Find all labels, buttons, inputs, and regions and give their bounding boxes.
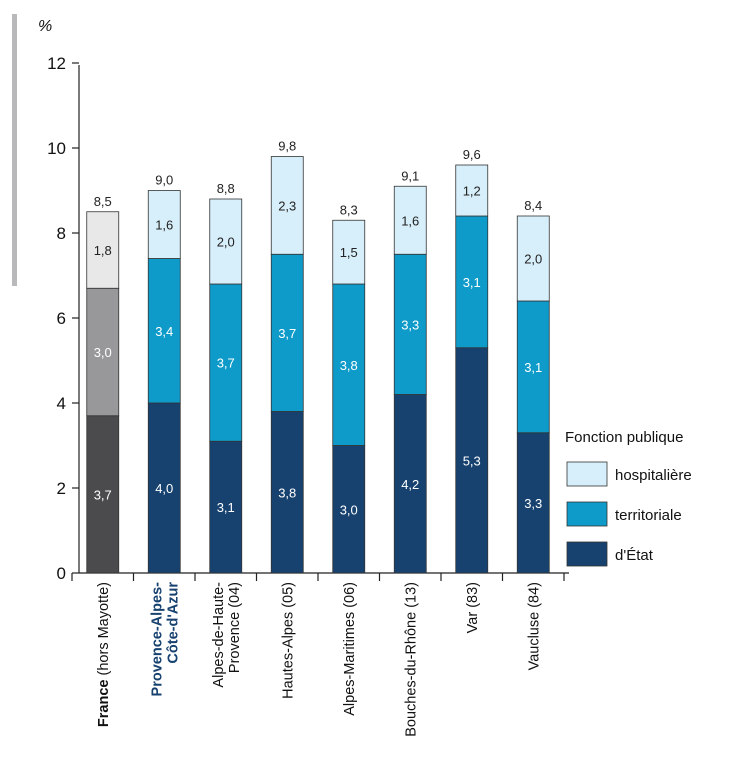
bar-value-label: 3,0 [340,502,358,517]
category-label: Bouches-du-Rhône (13) [403,582,419,737]
bar-segment-territoriale [393,253,427,395]
category-label-line2: Côte-d'Azur [165,582,181,664]
bar-total-label: 8,5 [94,194,112,209]
bar-total-label: 8,3 [340,202,358,217]
y-tick-label: 6 [57,309,66,328]
bar-segment-etat [209,440,243,574]
bar-segment-etat [455,347,489,574]
bar-segment-territoriale [209,283,243,442]
bar-value-label: 3,7 [217,356,235,371]
bar-value-label: 4,0 [155,481,173,496]
bar-value-label: 3,1 [524,360,542,375]
bar-total-label: 9,0 [155,173,173,188]
bar-segment-hospitaliere [516,215,550,302]
bar-segment-hospitaliere [270,156,304,255]
category-label-line2: Provence (04) [227,582,243,673]
bar-value-label: 2,0 [217,235,235,250]
bar-value-label: 5,3 [463,453,481,468]
y-tick-label: 2 [57,479,66,498]
bar-segment-hospitaliere [332,219,366,285]
decorative-side-bar [12,14,17,286]
category-label: Hautes-Alpes (05) [280,582,296,699]
y-axis-unit-label: % [38,18,52,35]
category-label: Alpes-de-Haute-Provence (04) [211,582,243,688]
category-label-suffix: (hors Mayotte) [96,582,112,680]
bar-total-label: 9,6 [463,147,481,162]
y-tick-label: 12 [47,54,66,73]
bar-total-label: 8,8 [217,181,235,196]
bar-value-label: 2,3 [278,198,296,213]
category-label: Alpes-Maritimes (06) [342,582,358,716]
legend-swatch-hospitaliere [566,461,608,487]
bar-value-label: 1,2 [463,184,481,199]
bar-segment-hospitaliere [147,190,181,259]
bar-total-label: 8,4 [524,198,542,213]
bar-segment-etat [86,415,120,574]
bar-value-label: 2,0 [524,252,542,267]
bar-segment-hospitaliere [209,198,243,285]
bar-segment-territoriale [147,258,181,404]
legend-label-territoriale: territoriale [615,507,682,524]
category-label: Vaucluse (84) [526,582,542,670]
y-tick-label: 8 [57,224,66,243]
legend-label-etat: d'État [615,547,654,564]
bar-segment-etat [332,445,366,574]
bar-total-label: 9,8 [278,139,296,154]
bar-segment-hospitaliere [455,164,489,217]
bar-value-label: 3,0 [94,345,112,360]
bar-value-label: 1,6 [155,218,173,233]
category-label-line1: Provence-Alpes- [149,582,165,697]
y-tick-label: 10 [47,139,66,158]
legend-label-hospitaliere: hospitalière [615,467,692,484]
bar-segment-hospitaliere [393,185,427,255]
bar-value-label: 4,2 [401,477,419,492]
bar-value-label: 3,8 [278,485,296,500]
category-label: Provence-Alpes-Côte-d'Azur [149,582,181,697]
bar-total-label: 9,1 [401,168,419,183]
bar-value-label: 3,1 [217,500,235,515]
category-label-line1: Alpes-de-Haute- [211,582,227,688]
legend-swatch-etat [566,541,608,567]
bar-segment-territoriale [332,283,366,446]
bar-segment-territoriale [86,287,120,417]
bar-segment-territoriale [270,253,304,412]
bar-value-label: 3,7 [278,326,296,341]
y-tick-label: 4 [57,394,66,413]
bar-value-label: 3,8 [340,358,358,373]
bar-value-label: 3,4 [155,324,173,339]
category-label: France (hors Mayotte) [96,582,112,727]
bar-segment-hospitaliere [86,211,120,289]
bar-value-label: 3,3 [524,496,542,511]
legend-swatch-territoriale [566,501,608,527]
bar-value-label: 1,5 [340,245,358,260]
bar-value-label: 3,3 [401,317,419,332]
bar-segment-etat [393,394,427,574]
legend-title: Fonction publique [565,429,683,446]
bar-value-label: 3,7 [94,487,112,502]
bar-segment-etat [147,402,181,574]
bar-value-label: 1,8 [94,243,112,258]
bar-segment-etat [516,432,550,574]
bar-value-label: 1,6 [401,213,419,228]
bar-segment-territoriale [516,300,550,434]
bar-segment-etat [270,411,304,574]
y-tick-label: 0 [57,564,66,583]
category-label: Var (83) [465,582,481,633]
bar-value-label: 3,1 [463,275,481,290]
category-label-main: France [96,680,112,728]
